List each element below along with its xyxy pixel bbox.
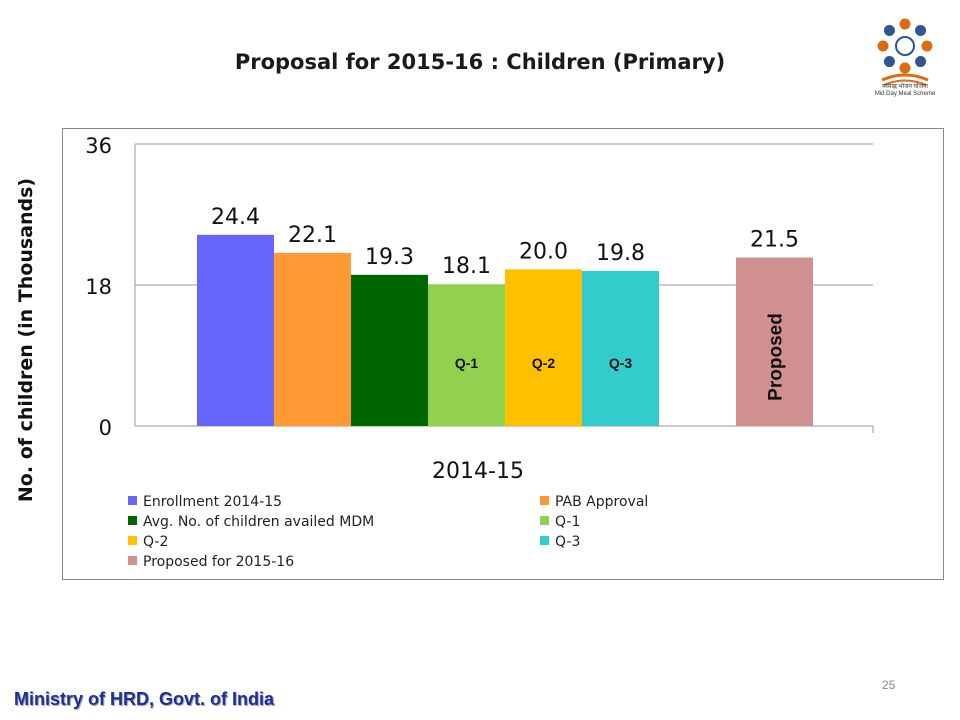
y-tick-label: 0 xyxy=(99,416,112,440)
x-category-label: 2014-15 xyxy=(432,459,524,484)
footer-ministry: Ministry of HRD, Govt. of India xyxy=(14,689,274,709)
bar-value-label: 19.8 xyxy=(596,241,645,266)
bar-q-3 xyxy=(582,270,659,426)
bar-value-label: 22.1 xyxy=(288,223,337,248)
bar-inner-label: Q-2 xyxy=(532,355,556,371)
bar-value-label: 21.5 xyxy=(750,228,799,253)
slide-title: Proposal for 2015-16 : Children (Primary… xyxy=(234,50,726,74)
legend-item: Q-3 xyxy=(540,534,580,552)
bar-inner-label: Proposed xyxy=(766,313,787,401)
legend-label: Q-1 xyxy=(555,514,581,530)
legend-label: Enrollment 2014-15 xyxy=(143,494,283,510)
legend-item: Avg. No. of children availed MDM xyxy=(128,514,374,532)
page-number: 25 xyxy=(882,678,896,692)
y-tick-label: 36 xyxy=(85,134,112,158)
logo-text-hindi: मध्याह्न भोजन योजना xyxy=(882,84,928,90)
legend-item: PAB Approval xyxy=(540,494,648,512)
bar-proposed-for-2015-16 xyxy=(736,257,813,426)
legend-swatch xyxy=(128,516,137,525)
logo-caption: मध्याह्न भोजन योजना Mid Day Meal Scheme xyxy=(858,84,952,98)
bar-inner-label: Q-1 xyxy=(455,355,479,371)
legend-label: Q-3 xyxy=(555,534,581,550)
legend-label: PAB Approval xyxy=(555,494,649,510)
bar-value-label: 19.3 xyxy=(365,245,414,270)
bar-value-label: 20.0 xyxy=(519,239,568,264)
bar-inner-label: Q-3 xyxy=(609,355,633,371)
legend-label: Proposed for 2015-16 xyxy=(143,554,295,570)
bar-pab-approval xyxy=(274,252,351,426)
legend-swatch xyxy=(128,536,137,545)
legend-item: Proposed for 2015-16 xyxy=(128,554,294,572)
legend-item: Enrollment 2014-15 xyxy=(128,494,282,512)
bar-q-2 xyxy=(505,269,582,426)
legend-swatch xyxy=(540,536,549,545)
y-tick-label: 18 xyxy=(85,275,112,299)
logo-text-english: Mid Day Meal Scheme xyxy=(874,91,936,97)
bar-enrollment-2014-15 xyxy=(197,234,274,426)
bar-avg-no-of-children-availed-mdm xyxy=(351,274,428,426)
mdm-logo-icon xyxy=(877,18,933,86)
bar-value-label: 18.1 xyxy=(442,254,491,279)
bar-q-1 xyxy=(428,284,505,426)
legend-swatch xyxy=(128,556,137,565)
legend-swatch xyxy=(540,496,549,505)
legend-label: Q-2 xyxy=(143,534,169,550)
legend-item: Q-2 xyxy=(128,534,168,552)
legend-label: Avg. No. of children availed MDM xyxy=(143,514,375,530)
bar-value-label: 24.4 xyxy=(211,205,260,230)
legend-item: Q-1 xyxy=(540,514,580,532)
legend-swatch xyxy=(128,496,137,505)
legend-swatch xyxy=(540,516,549,525)
chart-frame xyxy=(62,128,944,580)
